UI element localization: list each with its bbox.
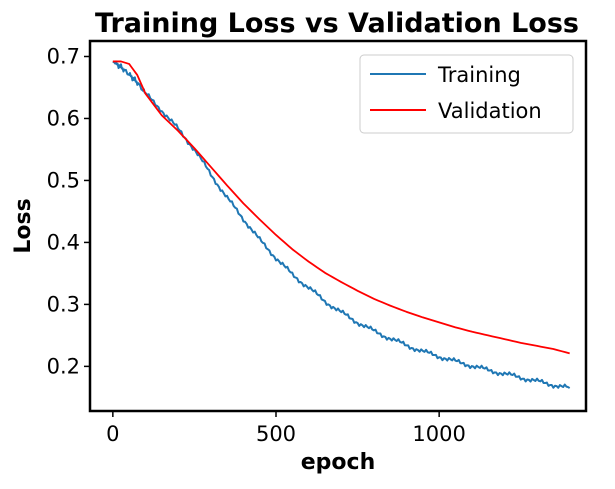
series-line-training [112,60,571,389]
x-tick-label: 500 [256,422,296,446]
series-line-validation [112,60,570,355]
y-tick-label: 0.2 [47,354,80,378]
chart-title: Training Loss vs Validation Loss [95,8,579,39]
y-tick-label: 0.4 [47,230,80,254]
legend-label-training: Training [437,63,521,87]
x-axis-label: epoch [301,450,376,475]
legend-label-validation: Validation [438,99,542,123]
y-axis-label: Loss [11,198,36,253]
plot-frame [88,39,588,413]
y-tick-label: 0.3 [47,292,80,316]
x-tick-label: 1000 [412,422,465,446]
axis-ticks: 0 500 1000 0.2 0.3 0.4 0.5 0.6 0.7 [47,44,466,446]
y-tick-label: 0.5 [47,168,80,192]
plot-area [112,60,571,389]
x-tick-label: 0 [106,422,119,446]
y-tick-label: 0.7 [47,44,80,68]
y-tick-label: 0.6 [47,106,80,130]
legend: Training Validation [359,54,574,134]
